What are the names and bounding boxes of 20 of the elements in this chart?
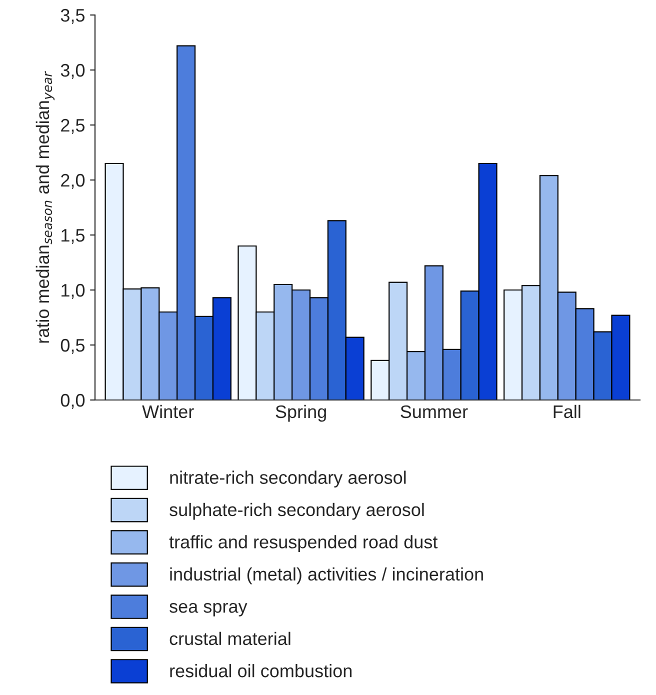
y-tick-label: 0,0 xyxy=(60,394,85,409)
y-axis-title: ratio median$_{season}$ and median$_{year}$ xyxy=(36,71,55,343)
y-tick-label: 3,0 xyxy=(60,64,85,79)
legend-label: industrial (metal) activities / incineration xyxy=(170,567,483,584)
legend-label: residual oil combustion xyxy=(170,664,352,678)
x-tick-label: Fall xyxy=(554,404,580,418)
y-tick-label: 2,5 xyxy=(61,118,85,134)
y-tick-label: 2,0 xyxy=(61,174,85,189)
legend-label: sulphate-rich secondary aerosol xyxy=(170,502,424,520)
y-tick-label: 3,5 xyxy=(60,8,85,24)
x-tick-label: Winter xyxy=(142,404,194,418)
y-tick-label: 0,5 xyxy=(60,338,85,354)
y-tick-label: 1,5 xyxy=(62,229,85,244)
legend-label: crustal material xyxy=(170,632,290,646)
y-tick-label: 1,0 xyxy=(62,284,85,299)
legend-label: traffic and resuspended road dust xyxy=(169,535,438,552)
x-tick-label: Spring xyxy=(276,404,326,422)
legend-label: nitrate-rich secondary aerosol xyxy=(170,470,406,488)
x-tick-label: Summer xyxy=(400,405,468,418)
legend-label: sea spray xyxy=(170,602,248,616)
